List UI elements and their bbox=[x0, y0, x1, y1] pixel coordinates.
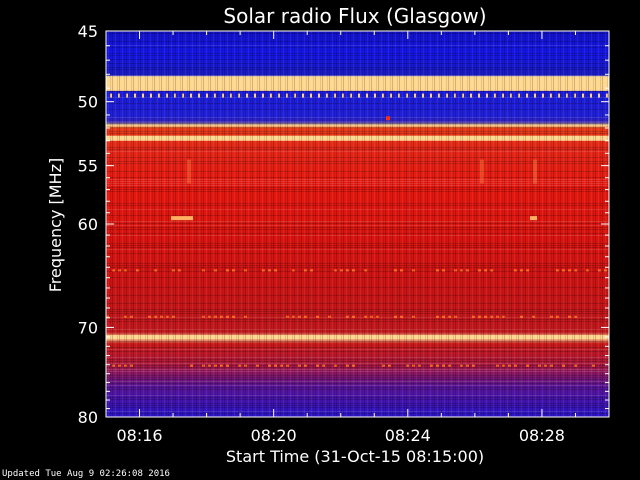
x-tick-label: 08:20 bbox=[251, 426, 297, 445]
y-tick-label: 55 bbox=[78, 157, 98, 176]
burst-spot bbox=[171, 216, 193, 221]
heatmap-texture bbox=[106, 31, 609, 417]
burst-column bbox=[187, 159, 191, 184]
y-tick-label: 80 bbox=[78, 408, 98, 427]
updated-timestamp: Updated Tue Aug 9 02:26:08 2016 bbox=[2, 469, 170, 479]
burst-column bbox=[480, 159, 484, 184]
x-tick-label: 08:16 bbox=[116, 426, 162, 445]
burst-spot bbox=[386, 116, 390, 121]
burst-spot bbox=[530, 216, 537, 221]
y-tick-label: 45 bbox=[78, 22, 98, 41]
burst-column bbox=[533, 159, 537, 184]
x-tick-label: 08:28 bbox=[519, 426, 565, 445]
x-tick-label: 08:24 bbox=[385, 426, 431, 445]
x-axis-label: Start Time (31-Oct-15 08:15:00) bbox=[226, 447, 484, 466]
y-tick-label: 70 bbox=[78, 318, 98, 337]
y-axis: 45 50 55 60 70 80 bbox=[78, 22, 609, 427]
burst-markers bbox=[171, 116, 537, 221]
y-tick-label: 50 bbox=[78, 93, 98, 112]
plot-area bbox=[106, 31, 609, 417]
y-tick-label: 60 bbox=[78, 215, 98, 234]
chart-title: Solar radio Flux (Glasgow) bbox=[223, 4, 486, 28]
x-axis: 08:16 08:20 08:24 08:28 bbox=[105, 31, 610, 445]
y-axis-label: Frequency [MHz] bbox=[46, 158, 65, 292]
